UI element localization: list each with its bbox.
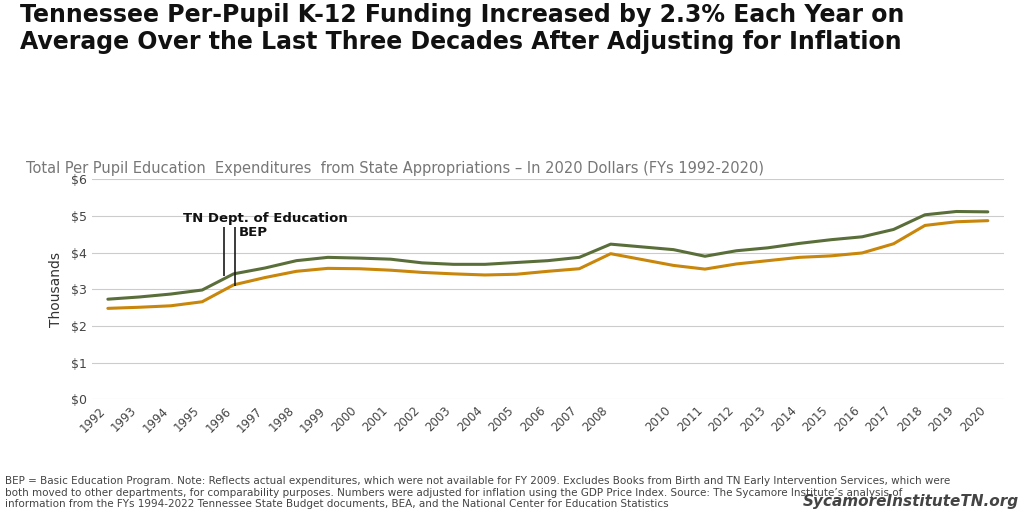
Text: TN Dept. of Education: TN Dept. of Education (183, 212, 348, 225)
Text: Total Per Pupil Education  Expenditures  from State Appropriations – In 2020 Dol: Total Per Pupil Education Expenditures f… (26, 161, 764, 176)
Text: SycamoreInstituteTN.org: SycamoreInstituteTN.org (803, 495, 1019, 509)
Text: BEP = Basic Education Program. Note: Reflects actual expenditures, which were no: BEP = Basic Education Program. Note: Ref… (5, 476, 950, 509)
Text: Tennessee Per-Pupil K-12 Funding Increased by 2.3% Each Year on
Average Over the: Tennessee Per-Pupil K-12 Funding Increas… (20, 3, 905, 54)
Y-axis label: Thousands: Thousands (49, 252, 62, 327)
Text: BEP: BEP (239, 226, 267, 239)
